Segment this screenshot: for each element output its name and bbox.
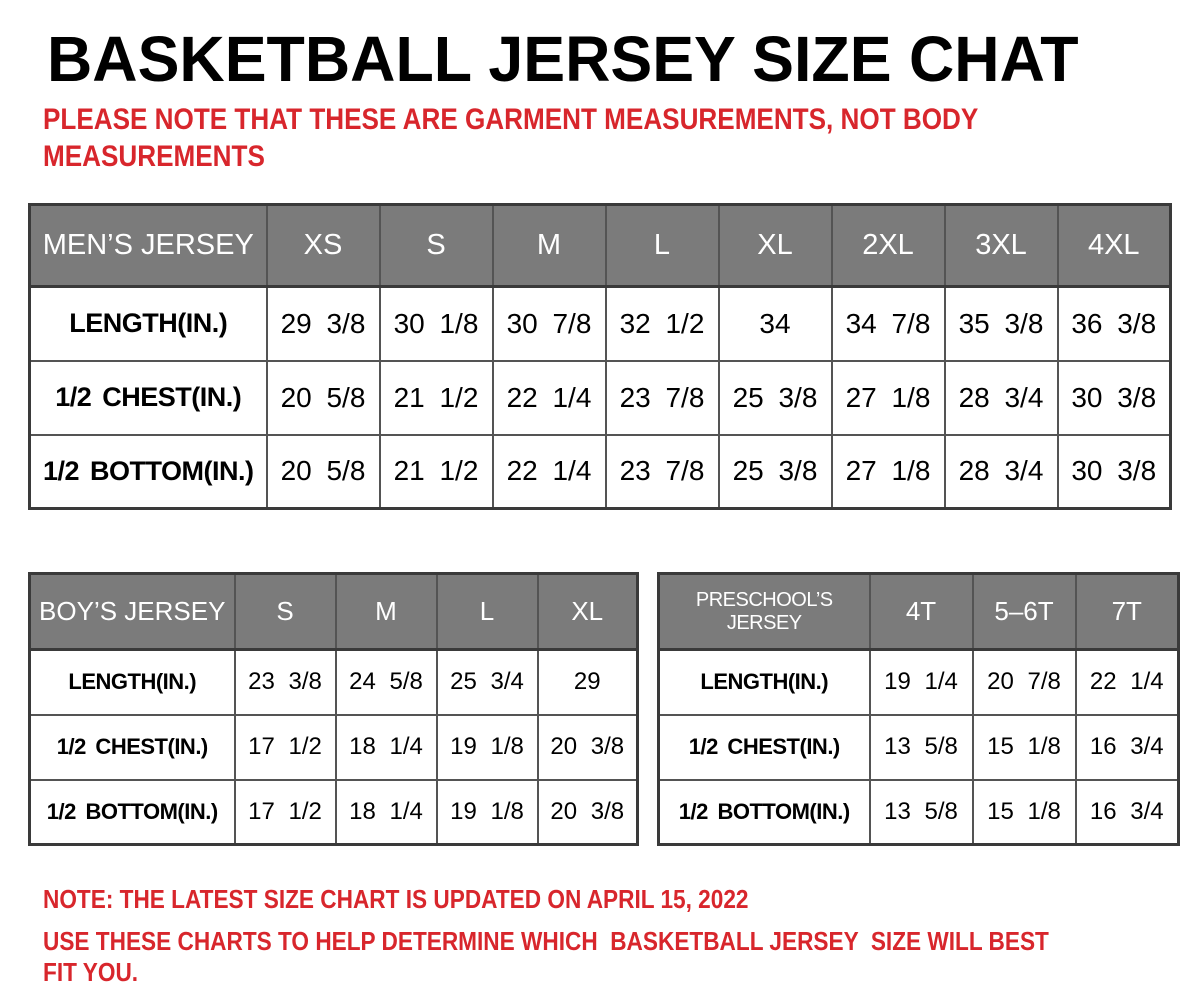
boys-length-row: LENGTH(IN.) 23 3/8 24 5/8 25 3/4 29: [28, 648, 639, 716]
size-column-header-s: S: [233, 572, 337, 651]
measurement-row-label: 1/2 BOTTOM(IN.): [657, 778, 871, 846]
size-value-cell: 22 1/4: [491, 433, 607, 510]
size-value-cell: 21 1/2: [378, 359, 494, 436]
size-column-header-xl: XL: [717, 203, 833, 288]
size-value-cell: 20 3/8: [536, 778, 639, 846]
size-value-cell: 27 1/8: [830, 359, 946, 436]
size-value-cell: 24 5/8: [334, 648, 438, 716]
size-column-header-3xl: 3XL: [943, 203, 1059, 288]
preschool-half-bottom-row: 1/2 BOTTOM(IN.) 13 5/8 15 1/8 16 3/4: [657, 778, 1180, 846]
size-column-header-xs: XS: [265, 203, 381, 288]
size-value-cell: 27 1/8: [830, 433, 946, 510]
measurement-row-label: 1/2 CHEST(IN.): [28, 713, 236, 781]
preschool-jersey-table: PRESCHOOL’S JERSEY 4T 5–6T 7T LENGTH(IN.…: [657, 572, 1180, 846]
size-value-cell: 25 3/8: [717, 359, 833, 436]
size-value-cell: 30 3/8: [1056, 359, 1172, 436]
size-value-cell: 17 1/2: [233, 778, 337, 846]
size-value-cell: 22 1/4: [1074, 648, 1180, 716]
size-value-cell: 16 3/4: [1074, 778, 1180, 846]
size-value-cell: 23 7/8: [604, 433, 720, 510]
page-title: BASKETBALL JERSEY SIZE CHAT: [47, 23, 1079, 95]
measurement-row-label: 1/2 CHEST(IN.): [28, 359, 268, 436]
size-value-cell: 21 1/2: [378, 433, 494, 510]
measurement-row-label: 1/2 BOTTOM(IN.): [28, 433, 268, 510]
size-value-cell: 19 1/8: [435, 778, 539, 846]
boys-half-bottom-row: 1/2 BOTTOM(IN.) 17 1/2 18 1/4 19 1/8 20 …: [28, 778, 639, 846]
size-value-cell: 22 1/4: [491, 359, 607, 436]
measurement-row-label: LENGTH(IN.): [28, 285, 268, 362]
size-column-header-l: L: [604, 203, 720, 288]
boys-half-chest-row: 1/2 CHEST(IN.) 17 1/2 18 1/4 19 1/8 20 3…: [28, 713, 639, 781]
size-value-cell: 20 5/8: [265, 433, 381, 510]
size-value-cell: 25 3/8: [717, 433, 833, 510]
size-value-cell: 23 3/8: [233, 648, 337, 716]
preschool-length-row: LENGTH(IN.) 19 1/4 20 7/8 22 1/4: [657, 648, 1180, 716]
measurement-row-label: LENGTH(IN.): [28, 648, 236, 716]
size-value-cell: 23 7/8: [604, 359, 720, 436]
preschool-table-title: PRESCHOOL’S JERSEY: [657, 572, 871, 651]
size-value-cell: 19 1/4: [868, 648, 974, 716]
size-value-cell: 17 1/2: [233, 713, 337, 781]
size-value-cell: 15 1/8: [971, 778, 1077, 846]
warning-line-2: MEASUREMENTS: [43, 140, 265, 173]
size-value-cell: 36 3/8: [1056, 285, 1172, 362]
garment-measurements-warning: PLEASE NOTE THAT THESE ARE GARMENT MEASU…: [43, 101, 978, 175]
boys-jersey-table: BOY’S JERSEY S M L XL LENGTH(IN.) 23 3/8…: [28, 572, 639, 846]
size-value-cell: 29 3/8: [265, 285, 381, 362]
mens-table-title: MEN’S JERSEY: [28, 203, 268, 288]
preschool-half-chest-row: 1/2 CHEST(IN.) 13 5/8 15 1/8 16 3/4: [657, 713, 1180, 781]
size-column-header-2xl: 2XL: [830, 203, 946, 288]
size-value-cell: 25 3/4: [435, 648, 539, 716]
size-column-header-m: M: [491, 203, 607, 288]
size-value-cell: 30 1/8: [378, 285, 494, 362]
update-note: NOTE: THE LATEST SIZE CHART IS UPDATED O…: [43, 884, 749, 914]
size-value-cell: 35 3/8: [943, 285, 1059, 362]
mens-jersey-table: MEN’S JERSEY XS S M L XL 2XL 3XL 4XL LEN…: [28, 203, 1172, 510]
size-value-cell: 20 5/8: [265, 359, 381, 436]
size-column-header-s: S: [378, 203, 494, 288]
size-value-cell: 16 3/4: [1074, 713, 1180, 781]
mens-header-row: MEN’S JERSEY XS S M L XL 2XL 3XL 4XL: [28, 203, 1172, 288]
size-column-header-5-6t: 5–6T: [971, 572, 1077, 651]
size-column-header-7t: 7T: [1074, 572, 1180, 651]
size-value-cell: 13 5/8: [868, 713, 974, 781]
size-column-header-m: M: [334, 572, 438, 651]
size-value-cell: 34: [717, 285, 833, 362]
measurement-row-label: 1/2 BOTTOM(IN.): [28, 778, 236, 846]
size-value-cell: 32 1/2: [604, 285, 720, 362]
mens-length-row: LENGTH(IN.) 29 3/8 30 1/8 30 7/8 32 1/2 …: [28, 285, 1172, 362]
boys-table-title: BOY’S JERSEY: [28, 572, 236, 651]
size-value-cell: 13 5/8: [868, 778, 974, 846]
size-value-cell: 15 1/8: [971, 713, 1077, 781]
size-value-cell: 28 3/4: [943, 359, 1059, 436]
size-column-header-4t: 4T: [868, 572, 974, 651]
size-value-cell: 30 7/8: [491, 285, 607, 362]
preschool-header-row: PRESCHOOL’S JERSEY 4T 5–6T 7T: [657, 572, 1180, 651]
size-value-cell: 18 1/4: [334, 713, 438, 781]
size-value-cell: 19 1/8: [435, 713, 539, 781]
size-value-cell: 29: [536, 648, 639, 716]
size-value-cell: 20 7/8: [971, 648, 1077, 716]
size-column-header-xl: XL: [536, 572, 639, 651]
warning-line-1: PLEASE NOTE THAT THESE ARE GARMENT MEASU…: [43, 103, 979, 136]
size-value-cell: 20 3/8: [536, 713, 639, 781]
usage-note: USE THESE CHARTS TO HELP DETERMINE WHICH…: [43, 926, 1056, 987]
mens-half-bottom-row: 1/2 BOTTOM(IN.) 20 5/8 21 1/2 22 1/4 23 …: [28, 433, 1172, 510]
size-column-header-4xl: 4XL: [1056, 203, 1172, 288]
size-column-header-l: L: [435, 572, 539, 651]
boys-header-row: BOY’S JERSEY S M L XL: [28, 572, 639, 651]
mens-half-chest-row: 1/2 CHEST(IN.) 20 5/8 21 1/2 22 1/4 23 7…: [28, 359, 1172, 436]
measurement-row-label: 1/2 CHEST(IN.): [657, 713, 871, 781]
measurement-row-label: LENGTH(IN.): [657, 648, 871, 716]
size-value-cell: 30 3/8: [1056, 433, 1172, 510]
size-value-cell: 18 1/4: [334, 778, 438, 846]
size-value-cell: 34 7/8: [830, 285, 946, 362]
size-value-cell: 28 3/4: [943, 433, 1059, 510]
